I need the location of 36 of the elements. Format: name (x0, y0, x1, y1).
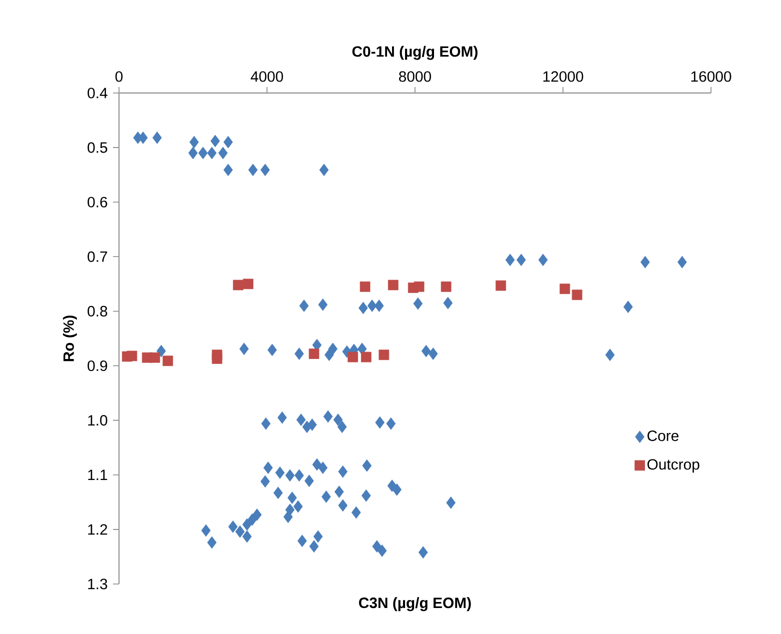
y-tick-label: 1.0 (88, 415, 108, 426)
point (126, 350, 138, 362)
y-tick-label: 0.5 (88, 142, 108, 153)
y-tick-label: 0.4 (88, 88, 108, 98)
point (388, 280, 398, 290)
y-tick-label: 0.8 (88, 306, 108, 316)
y-tick-label: 1.3 (88, 578, 108, 590)
y-tick-label: 1.2 (88, 524, 108, 535)
point (150, 352, 160, 363)
legend-label: Core (648, 430, 678, 442)
point (560, 284, 570, 294)
x-axis-title: C0-1N (µg/g EOM) (352, 46, 478, 60)
x-tick-label: 8000 (399, 71, 432, 82)
point (360, 352, 372, 362)
text: C3N (µg/g EOM) (359, 597, 471, 612)
point (360, 281, 370, 292)
x-tick-label: 4000 (250, 71, 284, 82)
point (414, 281, 424, 292)
point (378, 350, 390, 360)
point (572, 290, 582, 300)
point (232, 280, 244, 290)
y-tick-label: 0.7 (88, 251, 108, 262)
x-tick-label: 16000 (691, 71, 732, 82)
point (212, 353, 222, 364)
point (496, 280, 506, 291)
y-tick-label: 0.6 (88, 196, 108, 208)
x-tick-label: 0 (115, 71, 123, 82)
y-axis-title: Ro (%) (62, 316, 77, 362)
point (308, 348, 320, 359)
x-tick-label: 12000 (543, 71, 584, 82)
point (440, 281, 452, 292)
y-tick-label: 1.1 (88, 470, 108, 480)
legend-label: Outcrop (647, 459, 700, 473)
point (242, 278, 254, 290)
point (162, 356, 174, 366)
y-tick-label: 0.9 (88, 360, 108, 372)
